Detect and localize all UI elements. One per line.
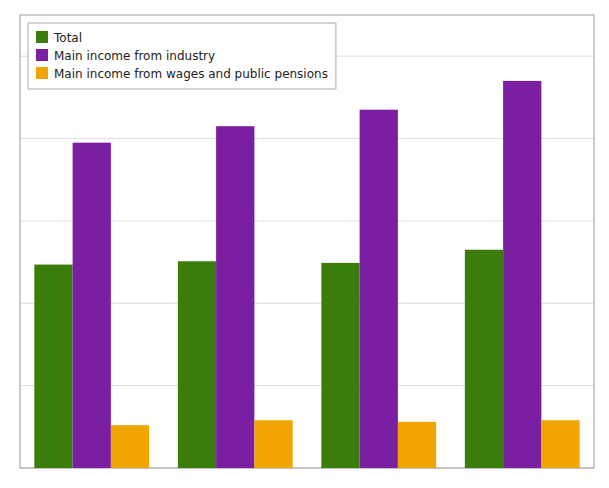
legend-label: Main income from wages and public pensio…	[54, 67, 328, 81]
bar	[541, 420, 579, 468]
bar	[254, 420, 292, 468]
chart-container: Total Main income from industry Main incom…	[0, 0, 609, 488]
bar	[178, 261, 216, 468]
bar	[216, 126, 254, 468]
bar	[503, 81, 541, 468]
bar	[398, 422, 436, 468]
chart: Total Main income from industry Main incom…	[0, 0, 609, 488]
bar	[465, 250, 503, 468]
bar	[111, 425, 149, 468]
bar	[34, 265, 72, 468]
plot-frame	[20, 15, 594, 468]
grid	[20, 56, 594, 468]
bar	[73, 143, 111, 468]
legend-swatch	[36, 67, 48, 79]
legend-box	[28, 23, 336, 89]
legend-label: Total	[53, 31, 82, 45]
bar	[321, 263, 359, 468]
bar	[360, 110, 398, 468]
legend-label: Main income from industry	[54, 49, 215, 63]
legend: Total Main income from industry Main incom…	[28, 23, 336, 89]
legend-swatch	[36, 31, 48, 43]
legend-swatch	[36, 49, 48, 61]
bars	[34, 81, 579, 468]
